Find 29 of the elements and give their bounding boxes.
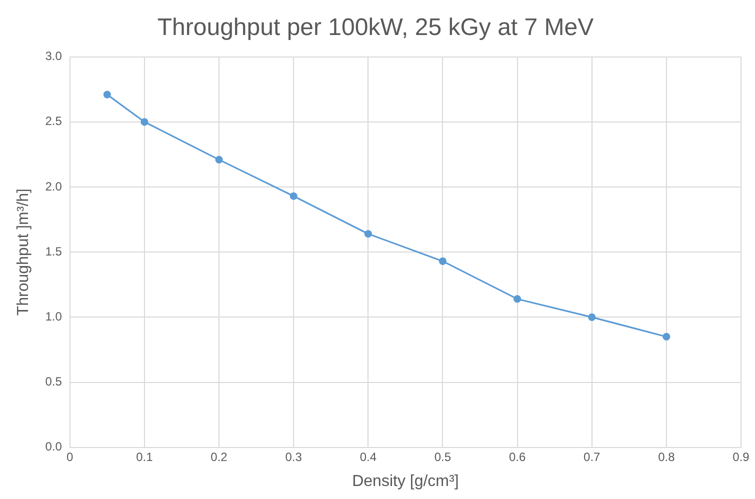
- x-tick-label: 0.3: [285, 450, 302, 464]
- x-tick-label: 0.1: [136, 450, 154, 464]
- point: [140, 118, 148, 126]
- point: [364, 230, 372, 238]
- point: [513, 295, 522, 303]
- point: [103, 90, 111, 98]
- x-tick-label: 0.7: [584, 450, 601, 464]
- point: [588, 313, 596, 321]
- x-tick-label: 0.8: [658, 450, 676, 464]
- y-tick-label: 1.5: [45, 244, 62, 258]
- point: [215, 156, 223, 164]
- x-tick-label: 0.6: [508, 450, 526, 464]
- point: [662, 332, 670, 341]
- y-tick-label: 0.5: [45, 374, 62, 389]
- y-tick-label: 3.0: [45, 49, 62, 64]
- chart-title: Throughput per 100kW, 25 kGy at 7 MeV: [157, 14, 594, 42]
- y-tick-label: 2.5: [45, 114, 62, 128]
- y-tick-label: 0.0: [45, 440, 62, 454]
- x-axis-title: Density [g/cm³]: [352, 472, 459, 490]
- x-tick-label: 0.9: [732, 450, 750, 464]
- y-axis-title: Throughput ]m³/h]: [15, 188, 32, 316]
- y-tick-label: 1.0: [45, 310, 62, 324]
- y-tick-label: 2.0: [45, 179, 62, 194]
- x-tick-label: 0.4: [360, 450, 377, 464]
- x-tick-label: 0: [66, 450, 74, 464]
- point: [438, 257, 447, 266]
- x-tick-label: 0.2: [210, 450, 228, 464]
- point: [290, 192, 298, 200]
- x-tick-label: 0.5: [434, 450, 452, 464]
